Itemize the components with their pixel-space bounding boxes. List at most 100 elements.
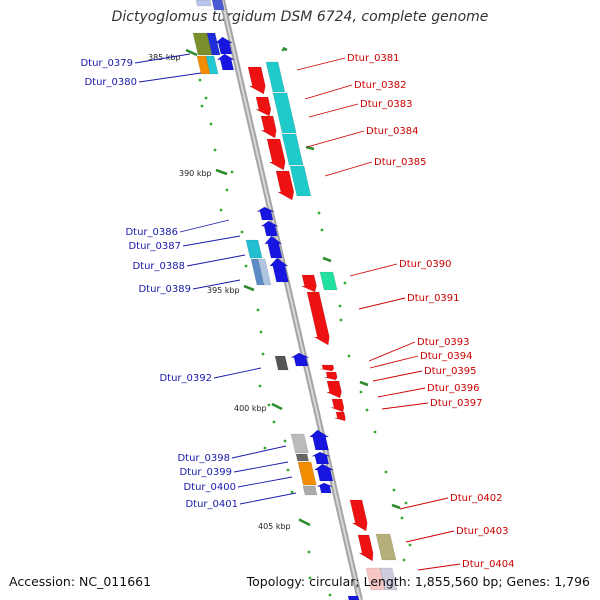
forward-gene-label[interactable]: Dtur_0382 — [354, 80, 407, 91]
ring-dot — [267, 403, 271, 407]
reverse-leader-line — [237, 476, 293, 488]
reverse-leader-line — [239, 492, 297, 505]
ring-dot — [272, 420, 276, 424]
feature-block[interactable] — [245, 239, 263, 259]
forward-gene-arrow[interactable] — [324, 371, 338, 381]
feature-block[interactable] — [347, 595, 360, 600]
forward-gene-label[interactable]: Dtur_0395 — [424, 366, 477, 377]
reverse-gene-arrow[interactable] — [255, 206, 275, 221]
forward-gene-label[interactable]: Dtur_0393 — [417, 337, 470, 348]
reverse-gene-arrow[interactable] — [311, 451, 331, 465]
scale-tick — [359, 380, 369, 387]
reverse-gene-label[interactable]: Dtur_0399 — [179, 467, 232, 478]
ring-dot — [240, 230, 244, 234]
reverse-gene-arrow[interactable] — [214, 36, 234, 55]
scale-tick — [391, 503, 401, 510]
forward-gene-arrow[interactable] — [357, 534, 374, 562]
reverse-leader-line — [138, 72, 202, 83]
ring-dot — [373, 430, 377, 434]
feature-block[interactable] — [205, 55, 219, 75]
feature-block[interactable] — [257, 258, 272, 286]
reverse-gene-label[interactable]: Dtur_0400 — [183, 482, 236, 493]
forward-gene-label[interactable]: Dtur_0402 — [450, 493, 503, 504]
forward-gene-arrow[interactable] — [326, 380, 342, 399]
forward-gene-label[interactable]: Dtur_0381 — [347, 53, 400, 64]
forward-gene-arrow[interactable] — [301, 274, 317, 293]
scale-tick — [299, 518, 311, 527]
forward-leader-line — [381, 402, 429, 410]
reverse-gene-arrow[interactable] — [269, 257, 289, 283]
reverse-leader-line — [186, 254, 246, 267]
forward-gene-arrow[interactable] — [247, 66, 266, 95]
forward-gene-label[interactable]: Dtur_0383 — [360, 99, 413, 110]
feature-block[interactable] — [289, 165, 312, 197]
reverse-gene-arrow[interactable] — [313, 463, 334, 482]
label-leaders — [134, 53, 461, 571]
forward-gene-label[interactable]: Dtur_0397 — [430, 398, 483, 409]
feature-block[interactable] — [295, 453, 309, 462]
forward-gene-label[interactable]: Dtur_0390 — [399, 259, 452, 270]
forward-gene-arrow[interactable] — [330, 398, 345, 413]
reverse-leader-line — [213, 367, 262, 379]
forward-gene-label[interactable]: Dtur_0391 — [407, 293, 460, 304]
forward-gene-arrow[interactable] — [349, 499, 368, 532]
ring-dot — [320, 228, 324, 232]
reverse-gene-label[interactable]: Dtur_0388 — [132, 261, 185, 272]
reverse-gene-label[interactable]: Dtur_0398 — [177, 453, 230, 464]
feature-block[interactable] — [211, 0, 225, 11]
feature-block[interactable] — [302, 485, 318, 496]
forward-gene-arrow[interactable] — [334, 411, 346, 422]
reverse-gene-arrow[interactable] — [308, 429, 330, 451]
forward-gene-arrow[interactable] — [266, 138, 286, 171]
features — [192, 0, 398, 600]
reverse-gene-arrow[interactable] — [216, 53, 236, 71]
forward-gene-label[interactable]: Dtur_0396 — [427, 383, 480, 394]
forward-leader-line — [349, 263, 398, 277]
ring-dot — [230, 170, 234, 174]
forward-gene-arrow[interactable] — [260, 115, 277, 139]
reverse-gene-label[interactable]: Dtur_0392 — [159, 373, 212, 384]
feature-block[interactable] — [297, 461, 317, 486]
feature-block[interactable] — [379, 567, 398, 591]
feature-block[interactable] — [290, 433, 309, 454]
reverse-gene-arrow[interactable] — [289, 352, 310, 367]
scale-label: 395 kbp — [207, 286, 240, 295]
forward-gene-label[interactable]: Dtur_0403 — [456, 526, 509, 537]
feature-block[interactable] — [319, 271, 338, 291]
reverse-gene-label[interactable]: Dtur_0387 — [128, 241, 181, 252]
forward-gene-arrow[interactable] — [306, 291, 330, 346]
ring-dot — [256, 308, 260, 312]
feature-block[interactable] — [274, 355, 289, 371]
ring-dot — [400, 516, 404, 520]
reverse-gene-arrow[interactable] — [260, 220, 279, 237]
reverse-leader-line — [192, 279, 241, 290]
forward-gene-label[interactable]: Dtur_0404 — [462, 559, 515, 570]
forward-gene-arrow[interactable] — [275, 170, 295, 201]
scale-tick — [322, 256, 332, 263]
feature-block[interactable] — [265, 61, 286, 93]
reverse-gene-label[interactable]: Dtur_0380 — [84, 77, 137, 88]
forward-gene-arrow[interactable] — [255, 96, 272, 117]
ring-dot — [258, 384, 262, 388]
ring-dot — [338, 304, 342, 308]
reverse-gene-label[interactable]: Dtur_0386 — [125, 227, 178, 238]
feature-block[interactable] — [206, 32, 221, 56]
feature-block[interactable] — [272, 92, 297, 134]
feature-block[interactable] — [375, 533, 397, 561]
forward-gene-arrow[interactable] — [319, 364, 335, 372]
ring-dot — [200, 104, 204, 108]
reverse-gene-label[interactable]: Dtur_0389 — [138, 284, 191, 295]
topology-text: Topology: circular; Length: 1,855,560 bp… — [246, 574, 590, 589]
forward-gene-label[interactable]: Dtur_0385 — [374, 157, 427, 168]
reverse-gene-arrow[interactable] — [264, 235, 283, 259]
feature-block[interactable] — [195, 0, 212, 7]
forward-leader-line — [368, 341, 416, 362]
forward-leader-line — [377, 387, 426, 398]
reverse-gene-label[interactable]: Dtur_0401 — [185, 499, 238, 510]
reverse-leader-line — [134, 53, 191, 64]
reverse-gene-arrow[interactable] — [316, 482, 333, 494]
reverse-gene-label[interactable]: Dtur_0379 — [80, 58, 133, 69]
forward-gene-label[interactable]: Dtur_0394 — [420, 351, 473, 362]
forward-gene-label[interactable]: Dtur_0384 — [366, 126, 419, 137]
feature-block[interactable] — [281, 133, 304, 166]
